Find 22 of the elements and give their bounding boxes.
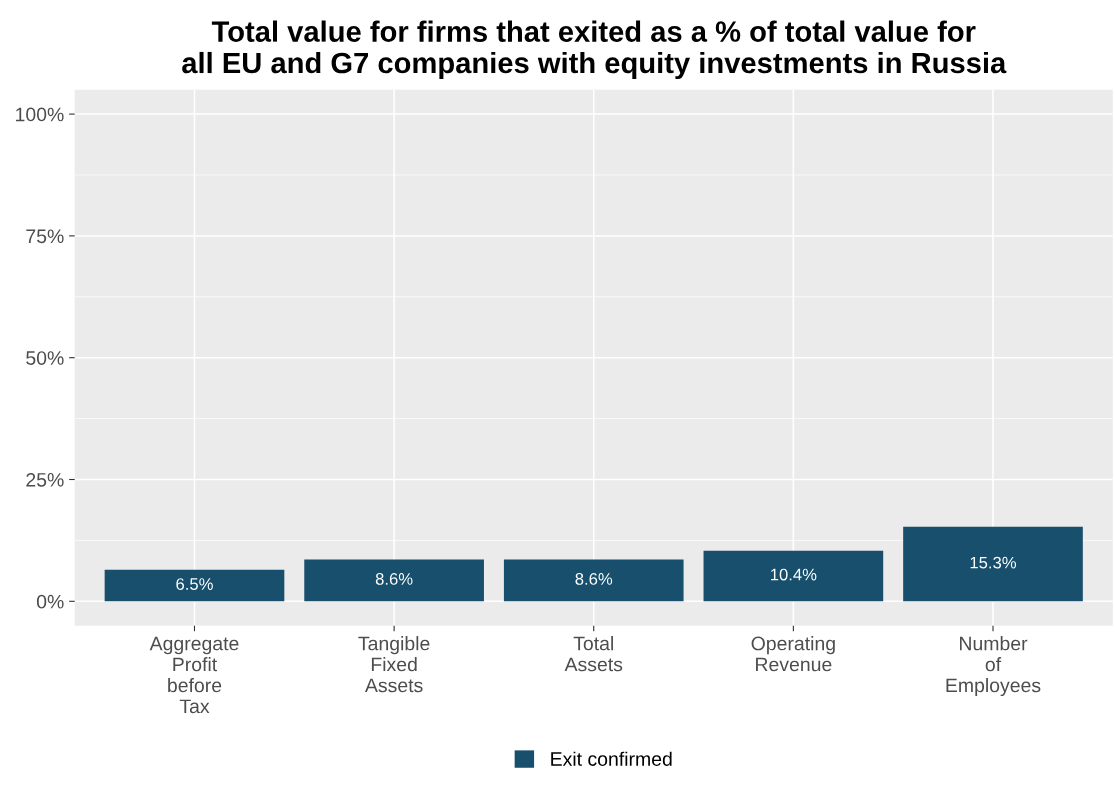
x-tick-label: Aggregate Profit before Tax (149, 636, 239, 714)
data-label: 10.4% (771, 568, 817, 581)
legend-label: Exit confirmed (551, 751, 672, 766)
data-label: 8.6% (575, 573, 613, 585)
data-label: 8.6% (375, 573, 413, 585)
bar (903, 526, 1083, 602)
chart-title: Total value for firms that exited as a % of total value for all EU and G7 companies with equity investments in Russia (182, 20, 1007, 80)
bar (104, 569, 285, 602)
bar (703, 550, 884, 602)
y-tick-label: 0% (36, 594, 64, 609)
y-tick-label: 25% (26, 472, 64, 487)
data-label: 6.5% (176, 578, 213, 590)
x-tick-label: Tangible Fixed Assets (358, 636, 430, 693)
y-tick-label: 100% (16, 107, 64, 122)
y-tick-label: 75% (26, 229, 64, 244)
bar (304, 559, 484, 602)
x-tick-label: Operating Revenue (751, 636, 835, 672)
x-tick-label: Total Assets (564, 636, 623, 672)
y-tick-label: 50% (26, 351, 64, 365)
data-label: 15.3% (970, 556, 1017, 569)
x-tick-label: Number of Employees (946, 636, 1041, 697)
bar (503, 559, 684, 602)
